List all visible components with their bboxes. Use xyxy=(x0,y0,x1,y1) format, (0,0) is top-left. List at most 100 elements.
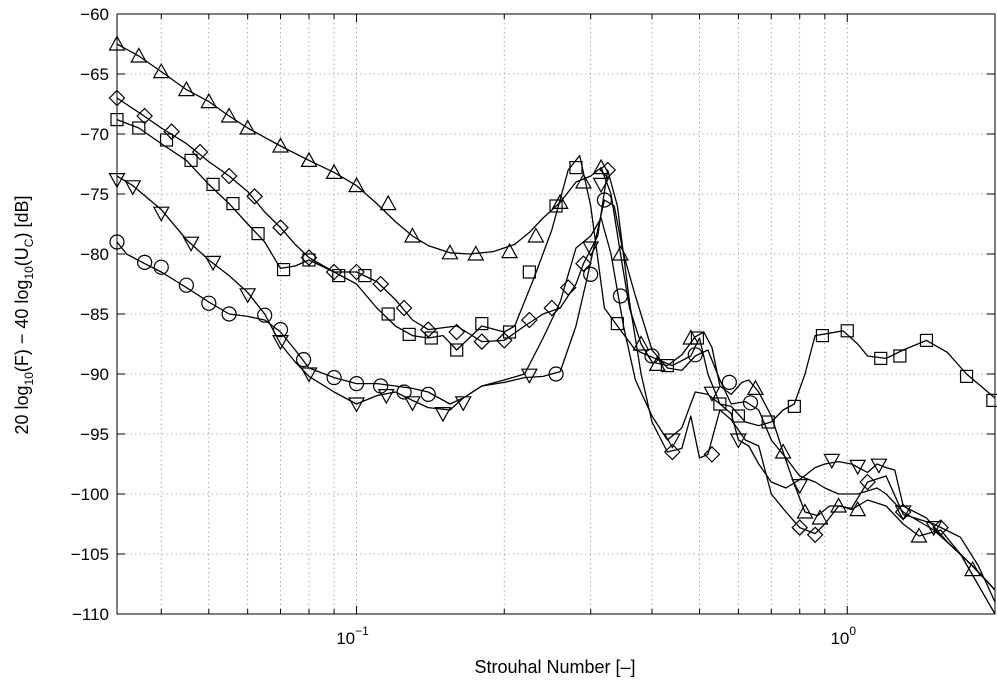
y-tick-label: −105 xyxy=(71,545,109,564)
circle-marker xyxy=(721,374,737,390)
square-marker xyxy=(475,317,489,331)
circle-marker xyxy=(257,307,273,323)
series-lines xyxy=(116,43,996,615)
diamond-marker xyxy=(448,323,466,341)
square-marker xyxy=(761,415,775,429)
triangle-up-marker xyxy=(325,163,343,179)
circle-marker xyxy=(373,378,389,394)
square-marker xyxy=(206,177,220,191)
triangle-up-marker xyxy=(746,379,764,395)
triangle-down-marker xyxy=(348,397,366,413)
series-line-diamond xyxy=(116,97,996,603)
circle-marker xyxy=(178,277,194,293)
square-marker xyxy=(132,121,146,135)
triangle-up-marker xyxy=(272,137,290,153)
circle-marker xyxy=(644,348,660,364)
square-marker xyxy=(919,333,934,347)
triangle-up-marker xyxy=(910,527,928,543)
triangle-up-marker xyxy=(220,107,238,123)
circle-marker xyxy=(420,386,436,402)
triangle-down-marker xyxy=(182,236,200,252)
square-marker xyxy=(713,397,727,411)
diamond-marker xyxy=(575,255,592,272)
triangle-up-marker xyxy=(348,176,366,193)
y-axis-title-sub-c: C xyxy=(22,238,36,247)
circle-marker xyxy=(348,376,365,392)
triangle-up-marker xyxy=(379,194,397,211)
square-marker xyxy=(226,197,240,211)
square-marker xyxy=(660,359,675,373)
square-marker xyxy=(787,399,801,413)
y-tick-label: −95 xyxy=(80,425,109,444)
square-marker xyxy=(522,265,536,279)
triangle-up-marker xyxy=(551,193,569,209)
diamond-marker xyxy=(791,519,809,536)
square-marker xyxy=(986,393,997,407)
circle-marker xyxy=(583,266,599,282)
x-axis-title: Strouhal Number [–] xyxy=(474,657,635,677)
y-tick-label: −60 xyxy=(80,5,109,24)
triangle-up-marker xyxy=(574,173,592,189)
triangle-up-marker xyxy=(527,227,545,243)
square-marker xyxy=(276,263,291,277)
square-marker xyxy=(358,269,372,283)
diamond-marker xyxy=(599,161,617,179)
y-tick-label: −70 xyxy=(80,125,109,144)
y-tick-label: −85 xyxy=(80,305,109,324)
square-marker xyxy=(402,327,416,341)
diamond-marker xyxy=(806,526,824,544)
y-axis-title-sub-b: 10 xyxy=(22,266,36,280)
square-marker xyxy=(569,161,583,175)
ticks xyxy=(117,13,996,615)
y-axis-title-part-d: ) [dB] xyxy=(12,196,32,239)
triangle-down-marker xyxy=(894,505,912,521)
triangle-up-marker xyxy=(796,503,814,519)
triangle-up-marker xyxy=(632,335,650,351)
diamond-marker xyxy=(419,321,437,338)
square-marker xyxy=(690,331,705,345)
circle-marker xyxy=(153,259,169,275)
triangle-up-marker xyxy=(130,47,148,63)
diamond-marker xyxy=(703,446,721,463)
triangle-down-marker xyxy=(870,458,888,474)
diamond-marker xyxy=(272,219,289,236)
y-axis-title: 20 log10(F) − 40 log10(UC) [dB] xyxy=(12,196,36,435)
square-marker xyxy=(731,409,746,423)
y-axis-title-sub-a: 10 xyxy=(22,372,36,386)
square-marker xyxy=(874,351,888,365)
y-tick-label: −65 xyxy=(80,65,109,84)
circle-marker xyxy=(201,295,217,311)
y-tick-label: −110 xyxy=(72,605,109,624)
diamond-marker xyxy=(163,123,180,140)
triangle-up-marker xyxy=(403,227,421,243)
square-marker xyxy=(450,343,464,357)
circle-marker xyxy=(396,384,412,400)
triangle-down-marker xyxy=(592,177,610,194)
square-marker xyxy=(959,369,974,383)
triangle-down-marker xyxy=(520,368,538,384)
triangle-down-marker xyxy=(925,520,943,537)
circle-marker xyxy=(295,352,312,368)
triangle-up-marker xyxy=(811,509,829,525)
triangle-up-marker xyxy=(441,244,459,260)
series-line-circle xyxy=(116,199,996,615)
circle-marker xyxy=(272,322,289,338)
diamond-marker xyxy=(932,519,950,536)
triangle-down-marker xyxy=(124,180,142,196)
triangle-down-marker xyxy=(300,367,318,383)
triangle-up-marker xyxy=(239,119,257,135)
diamond-marker xyxy=(246,188,264,205)
x-tick-label: 100 xyxy=(830,624,856,648)
y-axis-title-part-c: (U xyxy=(12,247,32,266)
y-tick-label: −90 xyxy=(80,365,109,384)
square-marker xyxy=(840,324,854,338)
x-tick-label: 10−1 xyxy=(336,624,369,648)
triangle-down-marker xyxy=(849,459,867,476)
square-marker xyxy=(610,317,624,331)
y-axis-title-part-a: 20 log xyxy=(12,385,32,434)
y-axis-title-part-b: (F) − 40 log xyxy=(12,280,32,373)
y-tick-label: −100 xyxy=(71,485,109,504)
diamond-marker xyxy=(395,299,413,317)
triangle-up-marker xyxy=(611,245,629,261)
triangle-down-marker xyxy=(434,407,452,423)
